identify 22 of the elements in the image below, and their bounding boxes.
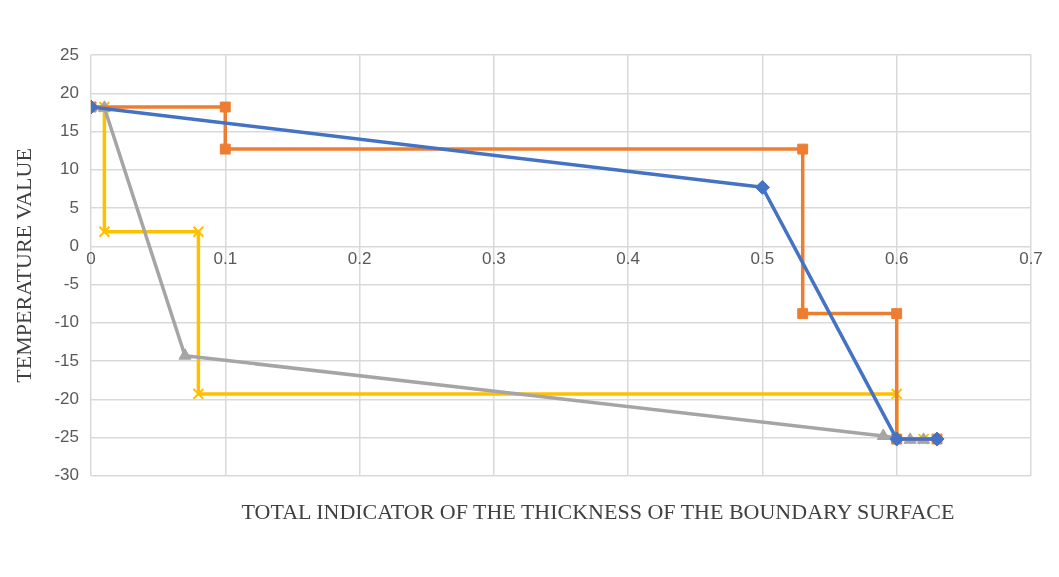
y-tick-label: -20	[54, 388, 79, 408]
y-tick-label: -5	[63, 274, 79, 294]
y-tick-label: -30	[54, 465, 79, 485]
x-tick-label: 0.5	[750, 249, 775, 269]
y-tick-label: 10	[60, 159, 79, 179]
x-tick-label: 0.1	[213, 249, 238, 269]
x-tick-label: 0.4	[616, 249, 640, 269]
y-axis-title: TEMPERATURE VALUE	[10, 148, 36, 383]
y-tick-label: 15	[60, 121, 79, 141]
x-tick-label: 0.2	[347, 249, 372, 269]
y-tick-label: 25	[60, 44, 79, 64]
y-tick-label: 0	[69, 235, 79, 255]
x-tick-label: 0.6	[884, 249, 909, 269]
y-tick-label: -25	[54, 427, 79, 447]
y-tick-label: -10	[54, 312, 79, 332]
x-tick-label: 0	[86, 249, 96, 269]
y-tick-label: 5	[69, 197, 79, 217]
x-tick-label: 0.3	[482, 249, 506, 269]
x-tick-label: 0.7	[1019, 249, 1043, 269]
y-tick-label: 20	[60, 82, 79, 102]
y-tick-label: -15	[54, 350, 79, 370]
x-axis-title: TOTAL INDICATOR OF THE THICKNESS OF THE BOUNDARY SURFACE	[240, 498, 956, 526]
